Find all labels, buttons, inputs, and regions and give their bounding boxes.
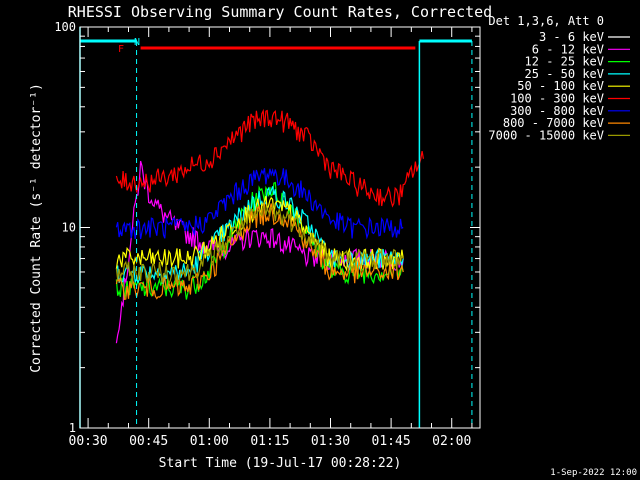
legend-label-4: 50 - 100 keV [517,79,604,93]
x-tick-label: 00:30 [69,434,108,449]
x-tick-label: 01:15 [250,434,289,449]
series-line-5 [115,108,424,208]
series-line-0 [123,117,404,217]
series-line-7 [115,203,404,301]
y-tick-label: 100 [54,20,76,34]
plot-layer: 1 10 100 00:30 00:45 01:00 01:15 01:30 01:45 02:0… [54,20,481,449]
legend-label-7: 800 - 7000 keV [503,116,604,130]
legend-label-3: 25 - 50 keV [525,67,604,81]
legend-label-6: 300 - 800 keV [510,104,604,118]
x-tick-label: 01:30 [311,434,350,449]
series-line-8 [115,202,404,285]
timestamp: 1-Sep-2022 12:00 [550,468,637,478]
x-tick-label: 02:00 [432,434,471,449]
y-tick-label: 1 [69,421,76,435]
legend-label-2: 12 - 25 keV [525,55,604,69]
legend-label-1: 6 - 12 keV [532,42,604,56]
legend-label-8: 7000 - 15000 keV [488,128,604,142]
x-tick-label: 01:45 [372,434,411,449]
legend-title: Det 1,3,6, Att 0 [488,14,604,28]
chart-title: RHESSI Observing Summary Count Rates, Co… [68,3,492,21]
legend-label-0: 3 - 6 keV [539,30,604,44]
y-tick-label: 10 [62,221,76,235]
flare-label: F [118,44,124,55]
x-tick-label: 00:45 [129,434,168,449]
x-axis-label: Start Time (19-Jul-17 00:28:22) [159,456,402,471]
series-line-6 [115,167,404,240]
legend-label-5: 100 - 300 keV [510,92,604,106]
x-tick-label: 01:00 [190,434,229,449]
y-axis-label: Corrected Count Rate (s⁻¹ detector⁻¹) [29,83,44,373]
series-line-1 [115,160,404,344]
night-label: N [134,37,140,48]
